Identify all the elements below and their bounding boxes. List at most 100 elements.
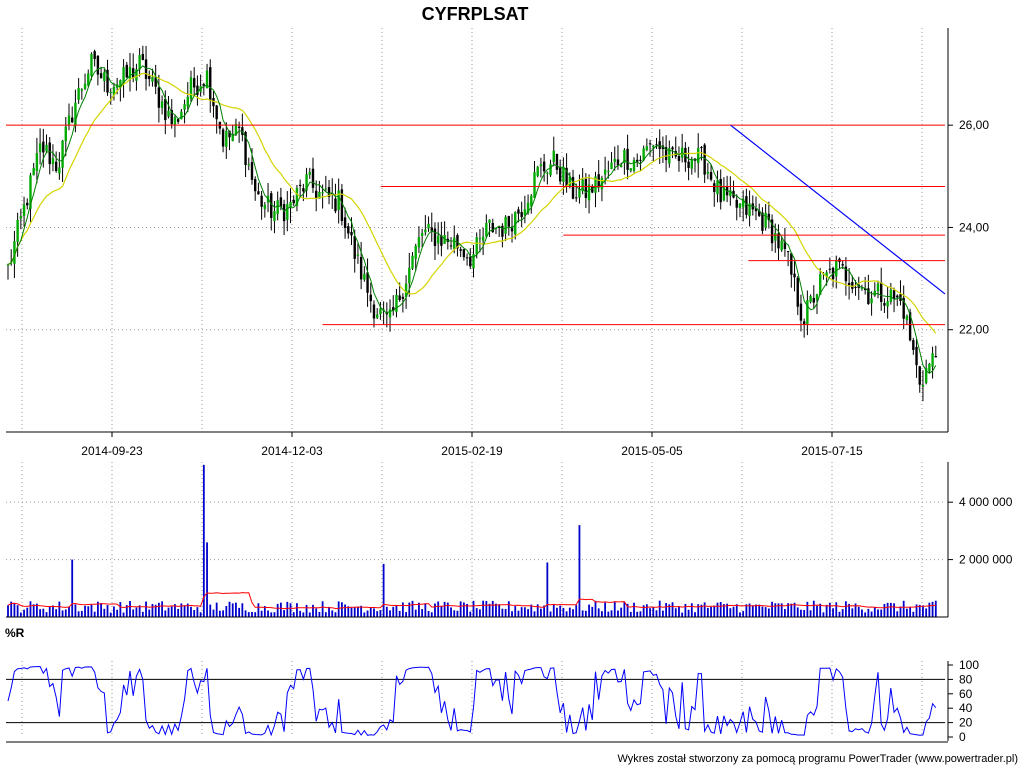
volume-bar	[735, 604, 738, 617]
candle-body	[905, 315, 909, 321]
candle-body	[844, 266, 848, 282]
volume-bar	[594, 600, 597, 617]
candle-body	[212, 98, 215, 107]
volume-bar	[604, 602, 607, 617]
candle-body	[539, 164, 543, 167]
volume-bar	[543, 605, 546, 617]
volume-bar	[841, 609, 844, 617]
candle-body	[735, 199, 738, 208]
volume-bar	[462, 602, 465, 617]
volume-bar	[520, 607, 523, 617]
volume-bar	[424, 603, 427, 617]
candle-body	[863, 287, 867, 291]
candle-body	[90, 53, 93, 76]
candle-body	[453, 237, 456, 250]
volume-bar	[681, 612, 684, 617]
candle-body	[671, 147, 674, 150]
candle-body	[202, 84, 206, 87]
volume-bar	[739, 612, 741, 617]
volume-bar	[610, 610, 613, 617]
volume-bar	[414, 609, 417, 617]
candle-body	[170, 109, 173, 125]
candle-body	[42, 141, 45, 153]
candle-body	[478, 238, 482, 240]
candle-body	[610, 162, 613, 169]
volume-bar	[23, 609, 25, 617]
candle-body	[758, 210, 761, 216]
candle-body	[263, 204, 267, 209]
candle-body	[481, 236, 485, 241]
candle-body	[915, 346, 918, 366]
volume-bar	[642, 605, 645, 617]
volume-bar	[928, 602, 931, 617]
candle-body	[77, 88, 80, 100]
volume-bar	[360, 605, 363, 617]
volume-bar	[851, 608, 854, 617]
volume-bar	[48, 606, 51, 617]
volume-bar	[55, 609, 58, 617]
volume-bar	[694, 612, 696, 617]
candle-body	[722, 187, 726, 201]
volume-bar	[109, 612, 112, 617]
volume-bar	[273, 612, 276, 617]
candle-body	[32, 167, 35, 176]
candle-body	[420, 233, 424, 237]
candle-body	[189, 77, 193, 99]
candle-body	[892, 290, 896, 299]
volume-bar	[726, 603, 729, 617]
axes-layer: 2014-09-23 2014-12-03 2015-02-19 2015-05-05…	[6, 28, 1013, 744]
volume-bar	[100, 603, 102, 617]
candle-body	[353, 236, 356, 259]
volume-bar	[270, 612, 273, 617]
volume-bar	[13, 602, 16, 617]
volume-bar	[761, 606, 764, 617]
volume-bar	[71, 559, 74, 617]
volume-bar	[716, 602, 719, 617]
candle-body	[289, 201, 292, 208]
candle-body	[851, 281, 854, 289]
candle-body	[546, 172, 549, 174]
candle-body	[716, 180, 719, 195]
volume-bar	[556, 607, 558, 617]
candle-body	[417, 237, 421, 248]
candle-body	[796, 277, 799, 307]
candle-body	[99, 73, 103, 79]
candle-body	[436, 235, 440, 244]
candle-body	[568, 176, 572, 187]
volume-bar	[713, 605, 716, 617]
volume-bar	[74, 604, 77, 617]
volume-bar	[809, 610, 812, 617]
candle-body	[809, 295, 812, 303]
volume-bar	[164, 610, 167, 617]
volume-bar	[228, 601, 231, 617]
volume-bar	[578, 525, 581, 617]
volume-bar	[710, 606, 712, 617]
candle-body	[786, 251, 790, 253]
candle-body	[658, 141, 661, 150]
volume-bar	[607, 611, 610, 617]
candle-body	[719, 178, 722, 203]
volume-bar	[430, 612, 433, 617]
volume-bar	[26, 607, 29, 617]
candle-body	[738, 203, 742, 208]
volume-bar	[96, 601, 99, 617]
volume-bar	[174, 604, 176, 617]
volume-bar	[899, 606, 902, 617]
candle-body	[350, 231, 353, 236]
volume-bar	[84, 605, 86, 617]
candle-body	[176, 119, 180, 122]
candle-body	[193, 78, 196, 88]
candle-body	[835, 260, 838, 277]
candle-body	[886, 301, 889, 307]
volume-bar	[382, 563, 385, 617]
volume-bar	[90, 604, 93, 617]
volume-bar	[905, 608, 908, 617]
volume-bar	[848, 603, 851, 617]
candle-body	[340, 189, 344, 221]
x-tick-label: 2014-09-23	[81, 444, 143, 458]
candle-body	[629, 168, 633, 171]
candle-body	[642, 148, 645, 161]
volume-bar	[443, 601, 446, 617]
candle-body	[26, 202, 29, 206]
volume-bar	[209, 604, 212, 617]
